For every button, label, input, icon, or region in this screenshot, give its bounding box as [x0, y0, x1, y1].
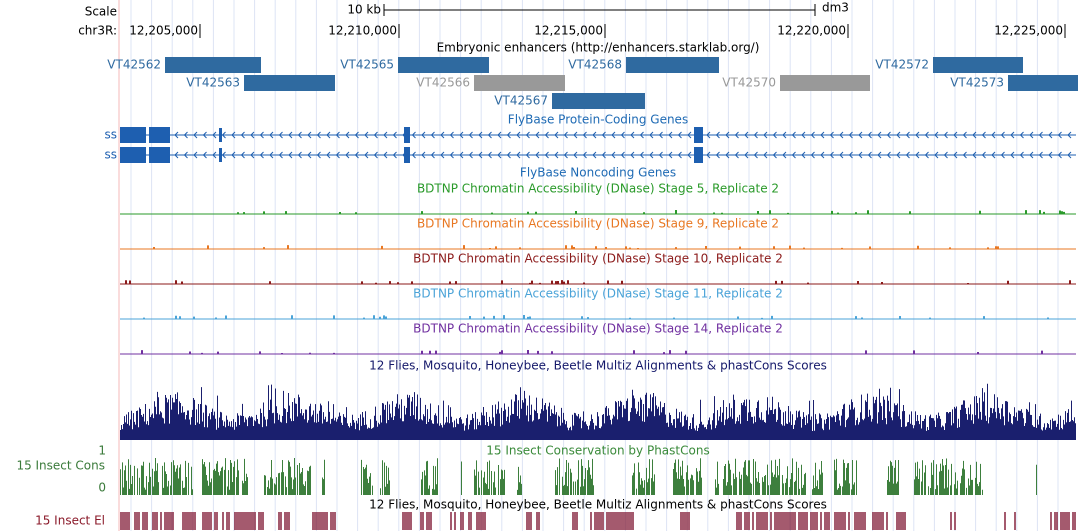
exon — [149, 147, 170, 163]
track-title: BDTNP Chromatin Accessibility (DNase) St… — [413, 252, 783, 266]
enhancer-label: VT42565 — [340, 58, 394, 72]
exon — [404, 147, 410, 163]
enhancer-label: VT42570 — [722, 76, 776, 90]
exon — [149, 127, 170, 143]
track-title: 15 Insect Conservation by PhastCons — [486, 444, 709, 458]
exon — [120, 127, 146, 143]
position-label: 12,210,000 — [328, 24, 397, 38]
position-label: 12,205,000 — [129, 24, 198, 38]
track-side-label: 15 Insect El — [35, 514, 105, 528]
gene-label: ss — [104, 148, 117, 162]
strand-arrows — [174, 151, 1072, 159]
exon — [694, 147, 703, 163]
track-title: FlyBase Noncoding Genes — [520, 166, 676, 180]
track-title: BDTNP Chromatin Accessibility (DNase) St… — [417, 182, 779, 196]
enhancer — [165, 57, 261, 73]
position-label: 12,225,000 — [994, 24, 1063, 38]
enhancer-label: VT42567 — [494, 94, 548, 108]
scale-label: Scale — [85, 5, 117, 19]
exon — [219, 148, 222, 162]
track-title: Embryonic enhancers (http://enhancers.st… — [437, 41, 760, 55]
track-title: 12 Flies, Mosquito, Honeybee, Beetle Mul… — [369, 498, 827, 512]
assembly-label: dm3 — [822, 1, 849, 15]
enhancer — [244, 75, 335, 91]
element-blocks — [120, 512, 1076, 530]
multiz-signal — [120, 383, 1076, 440]
dnase-signal — [237, 210, 1065, 214]
enhancer-label: VT42563 — [186, 76, 240, 90]
exon — [219, 128, 222, 142]
enhancer-label: VT42572 — [875, 58, 929, 72]
dnase-signal — [143, 315, 1049, 319]
enhancer — [780, 75, 870, 91]
phastcons-signal — [120, 458, 1037, 495]
strand-arrows — [174, 131, 1072, 139]
axis-label: 1 — [98, 444, 106, 458]
enhancer — [1008, 75, 1078, 91]
dnase-signal — [125, 280, 1071, 284]
track-title: FlyBase Protein-Coding Genes — [508, 113, 688, 127]
exon — [404, 127, 410, 143]
enhancer — [626, 57, 719, 73]
chrom-label: chr3R: — [78, 24, 117, 38]
track-title: BDTNP Chromatin Accessibility (DNase) St… — [413, 322, 783, 336]
dnase-signal — [153, 245, 999, 249]
enhancer-label: VT42562 — [107, 58, 161, 72]
dnase-signal — [141, 350, 1043, 354]
enhancer — [933, 57, 1023, 73]
enhancer — [474, 75, 565, 91]
position-label: 12,215,000 — [534, 24, 603, 38]
track-title: BDTNP Chromatin Accessibility (DNase) St… — [417, 217, 779, 231]
gene-label: ss — [104, 128, 117, 142]
axis-label: 0 — [98, 481, 106, 495]
exon — [694, 127, 703, 143]
enhancer-label: VT42566 — [416, 76, 470, 90]
position-label: 12,220,000 — [777, 24, 846, 38]
exon — [120, 147, 146, 163]
enhancer-label: VT42573 — [950, 76, 1004, 90]
track-side-label: 15 Insect Cons — [16, 459, 105, 473]
track-title: 12 Flies, Mosquito, Honeybee, Beetle Mul… — [369, 359, 827, 373]
enhancer — [398, 57, 489, 73]
enhancer — [552, 93, 645, 109]
enhancer-label: VT42568 — [568, 58, 622, 72]
track-title: BDTNP Chromatin Accessibility (DNase) St… — [413, 287, 783, 301]
scale-bar-label: 10 kb — [347, 3, 381, 17]
